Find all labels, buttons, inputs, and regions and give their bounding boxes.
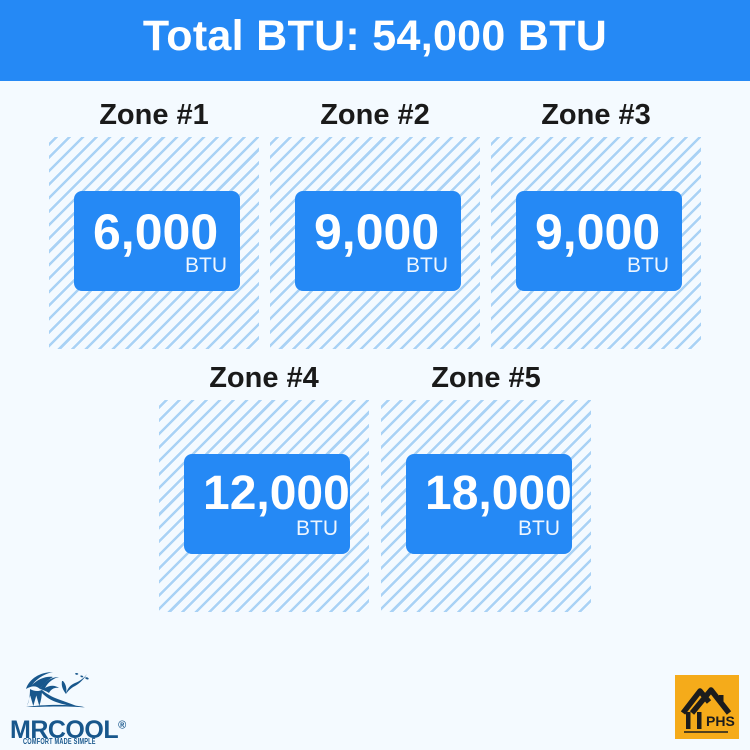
svg-text:PHS: PHS (706, 713, 735, 729)
